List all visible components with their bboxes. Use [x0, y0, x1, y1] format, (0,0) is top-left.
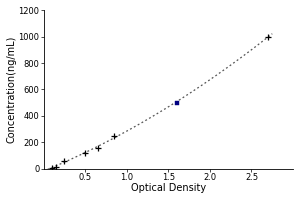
X-axis label: Optical Density: Optical Density — [131, 183, 206, 193]
Y-axis label: Concentration(ng/mL): Concentration(ng/mL) — [7, 36, 17, 143]
